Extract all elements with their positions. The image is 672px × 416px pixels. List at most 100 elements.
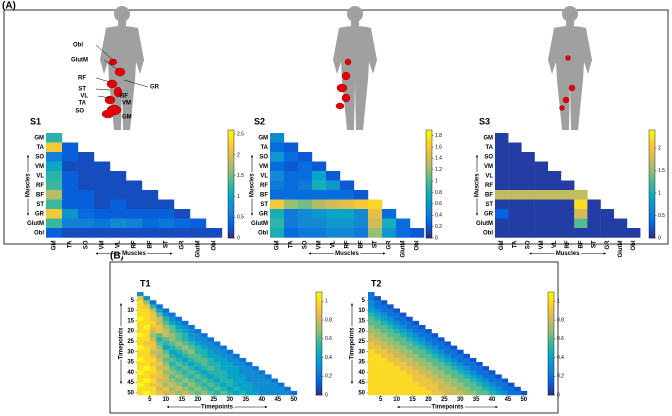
colorbar-segment <box>548 343 554 347</box>
heatmap-cell <box>239 362 246 367</box>
colorbar-segment <box>649 175 655 179</box>
x-tick-label: GM <box>499 241 505 251</box>
heatmap-cell <box>156 333 163 338</box>
colorbar-segment <box>228 211 234 214</box>
colorbar-segment <box>228 157 234 160</box>
heatmap-cell <box>188 345 195 350</box>
colorbar-segment <box>228 186 234 190</box>
heatmap-cell <box>418 362 426 367</box>
heatmap-cell <box>437 362 445 367</box>
heatmap-cell <box>110 199 127 210</box>
heatmap-cell <box>418 378 426 383</box>
colorbar-segment <box>548 384 554 388</box>
heatmap-cell <box>326 190 341 200</box>
heatmap-cell <box>175 341 182 346</box>
heatmap-cell <box>126 218 143 229</box>
colorbar-segment <box>426 189 432 193</box>
colorbar-segment <box>649 219 655 223</box>
heatmap-cell <box>239 386 246 392</box>
heatmap-cell <box>220 366 227 371</box>
heatmap-cell <box>194 353 202 359</box>
heatmap-cell <box>380 341 388 346</box>
heatmap-cell <box>62 218 79 229</box>
colorbar-tick-label: 2 <box>237 152 240 158</box>
heatmap-cell <box>46 190 63 200</box>
heatmap-cell <box>374 300 381 305</box>
colorbar-tick-label: 1.4 <box>435 156 442 162</box>
heatmap-cell <box>156 320 163 326</box>
heatmap-cell <box>425 366 432 371</box>
heatmap-cell <box>406 357 413 363</box>
heatmap-cell <box>110 209 127 219</box>
heatmap-cell <box>476 382 483 387</box>
y-tick-label: 35 <box>127 360 134 366</box>
heatmap-cell <box>368 345 375 350</box>
heatmap-cell <box>387 308 394 313</box>
heatmap-cell <box>387 353 394 359</box>
colorbar-segment <box>426 165 432 169</box>
heatmap-cell <box>380 386 388 392</box>
heatmap-cell <box>354 228 369 238</box>
heatmap-cell <box>368 329 375 334</box>
heatmap-cell <box>368 308 375 313</box>
body-model <box>548 6 592 130</box>
colorbar-tick-label: 0.4 <box>557 355 564 361</box>
heatmap-cell <box>156 362 163 367</box>
heatmap-cell <box>425 370 432 375</box>
heatmap-cell <box>399 316 407 322</box>
y-tick-label: 50 <box>127 391 134 397</box>
heatmap-cell <box>62 161 79 172</box>
colorbar-segment <box>426 151 432 155</box>
heatmap-cell <box>380 316 388 322</box>
x-tick-label: 25 <box>210 397 217 403</box>
colorbar-segment <box>228 184 234 187</box>
colorbar-segment <box>649 200 655 204</box>
heatmap-cell <box>233 370 240 375</box>
heatmap-cell <box>175 329 182 334</box>
heatmap-cell <box>399 353 407 359</box>
colorbar-segment <box>316 322 322 326</box>
colorbar-segment <box>426 229 432 233</box>
heatmap-cell <box>162 353 170 359</box>
heatmap-cell <box>457 382 464 387</box>
colorbar-segment <box>548 340 554 344</box>
heatmap-cell <box>495 199 509 210</box>
heatmap-cell <box>207 349 214 354</box>
y-tick-label: 35 <box>358 360 365 366</box>
x-tick-label: 30 <box>226 397 233 403</box>
heatmap-cell <box>418 349 426 354</box>
heatmap-cell <box>469 366 477 371</box>
colorbar-segment <box>548 374 554 378</box>
heatmap-cell <box>627 228 641 238</box>
y-tick-label: 45 <box>358 380 365 386</box>
heatmap-cell <box>574 190 588 200</box>
colorbar-segment <box>426 224 432 228</box>
heatmap-cell <box>143 349 150 354</box>
heatmap-cell <box>418 353 426 359</box>
y-tick-label: 5 <box>362 298 366 304</box>
heatmap-cell <box>508 209 522 219</box>
heatmap-cell <box>431 382 439 387</box>
heatmap-cell <box>450 386 458 392</box>
colorbar-segment <box>426 178 432 182</box>
heatmap-cell <box>149 333 157 338</box>
heatmap-cell <box>374 308 381 313</box>
heatmap-cell <box>425 337 432 342</box>
heatmap-cell <box>431 362 439 367</box>
heatmap-cell <box>406 345 413 350</box>
heatmap-cell <box>514 390 521 396</box>
heatmap-cell <box>374 370 381 375</box>
heatmap-cell <box>181 341 189 346</box>
heatmap-cell <box>368 357 375 363</box>
heatmap-cell <box>143 357 150 363</box>
y-tick-label: SO <box>484 154 493 160</box>
colorbar-segment <box>228 130 234 133</box>
heatmap-cell <box>265 386 272 392</box>
heatmap-cell <box>406 366 413 371</box>
heatmap-cell <box>412 370 420 375</box>
heatmap-cell <box>463 362 470 367</box>
heatmap-cell <box>175 362 182 367</box>
colorbar-segment <box>649 130 655 133</box>
heatmap-cell <box>368 324 375 330</box>
colorbar-frame <box>648 129 656 239</box>
